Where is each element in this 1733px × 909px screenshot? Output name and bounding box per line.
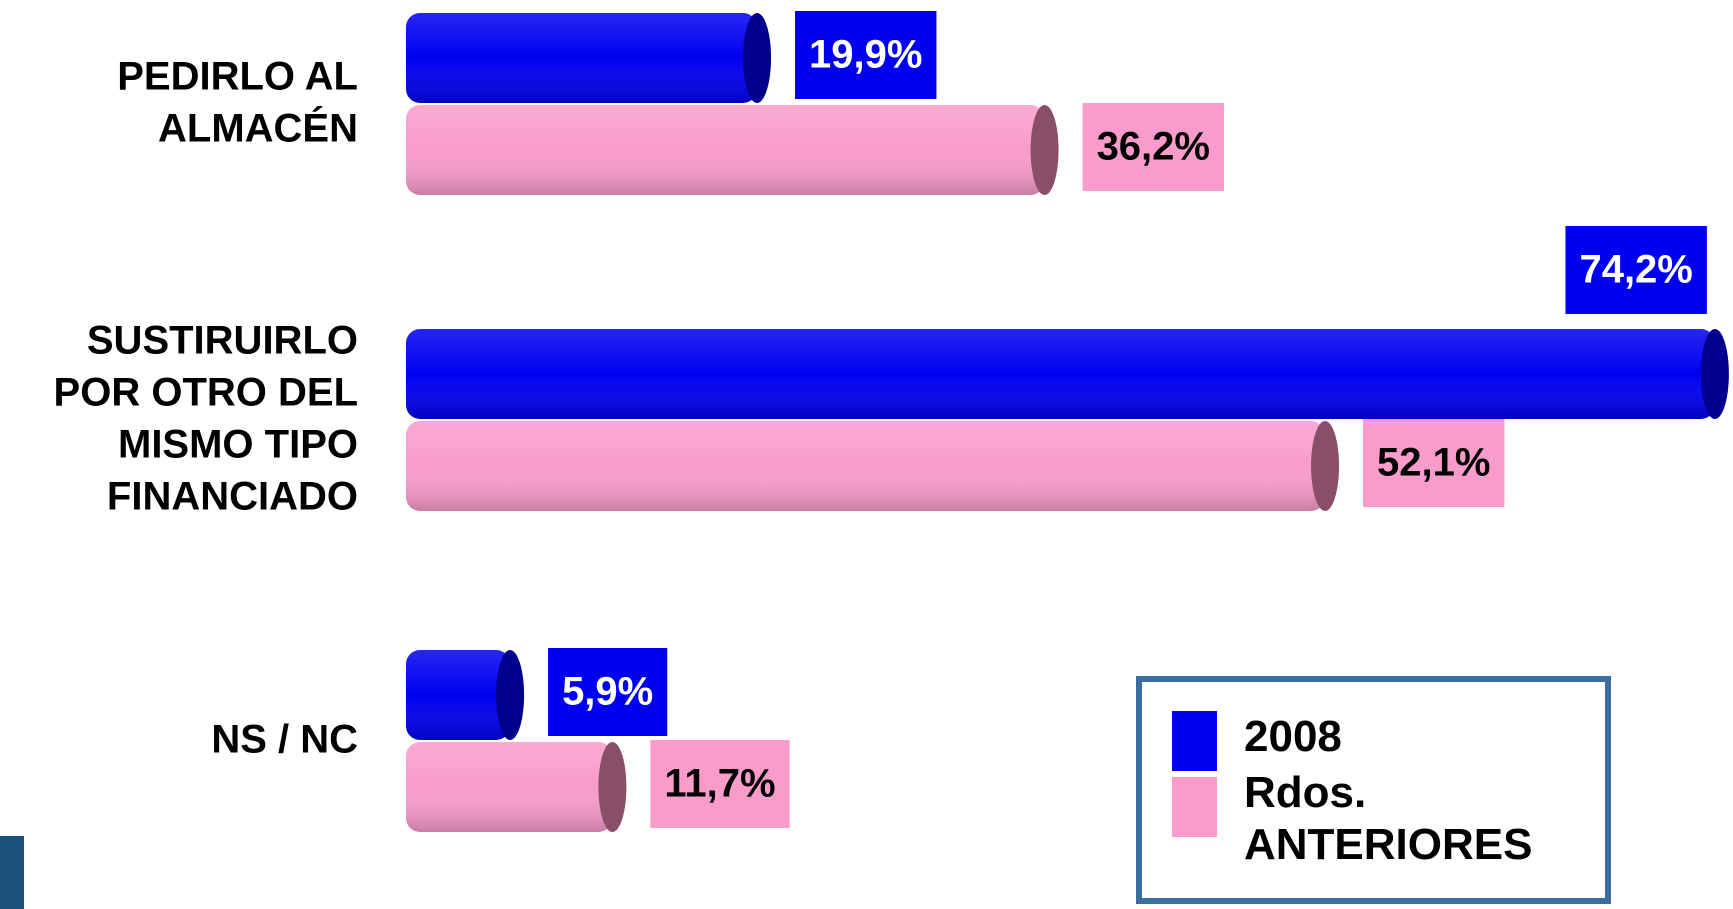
bar-shade (406, 650, 511, 740)
value-label-box (1565, 226, 1707, 314)
bar-shade (406, 421, 1326, 511)
legend-label: Rdos. ANTERIORES (1244, 768, 1533, 869)
legend-item: Rdos. ANTERIORES (1172, 767, 1574, 871)
category-label: MISMO TIPO (118, 423, 358, 467)
value-label: 5,9% (562, 670, 653, 714)
category-label: ALMACÉN (158, 106, 358, 151)
legend-swatch (1172, 711, 1217, 771)
bar-shade (406, 105, 1045, 195)
bar-cap (1311, 421, 1340, 511)
legend: 2008 Rdos. ANTERIORES (1136, 676, 1611, 904)
category-label: POR OTRO DEL (54, 371, 358, 415)
value-label: 74,2% (1579, 248, 1692, 292)
category-label: PEDIRLO AL (117, 55, 358, 99)
value-label: 36,2% (1097, 125, 1210, 169)
legend-swatch (1172, 777, 1217, 837)
value-label-box (1363, 419, 1505, 507)
value-label-box (1082, 103, 1224, 191)
category-label: FINANCIADO (107, 475, 358, 519)
bar-cap (1030, 105, 1059, 195)
bar-shade (406, 13, 758, 103)
category-label: SUSTIRUIRLO (87, 319, 358, 363)
value-label-box (650, 740, 790, 828)
category-label: NS / NC (211, 718, 358, 762)
bar-cap (598, 742, 627, 832)
bar-cap (1700, 329, 1729, 419)
legend-label: 2008 (1244, 712, 1342, 761)
corner-block (0, 836, 24, 909)
value-label-box (795, 11, 937, 99)
value-label: 11,7% (664, 762, 775, 806)
bar-shade (406, 329, 1715, 419)
legend-item: 2008 (1172, 711, 1574, 771)
bar-cap (496, 650, 525, 740)
value-label: 52,1% (1377, 441, 1490, 485)
value-label: 19,9% (809, 33, 922, 77)
bar-cap (743, 13, 772, 103)
bar-shade (406, 742, 613, 832)
value-label-box (548, 648, 668, 736)
